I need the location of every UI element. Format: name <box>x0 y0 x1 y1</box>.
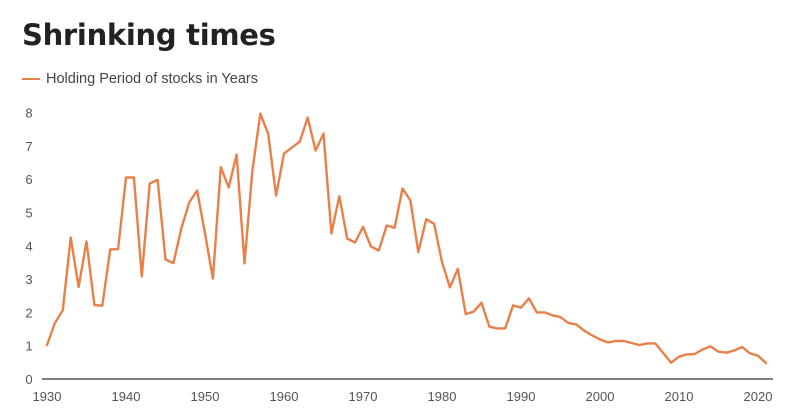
x-tick-label: 2010 <box>665 389 694 404</box>
x-axis-ticks: 1930 1940 1950 1960 1970 1980 1990 2000 2010 2020 <box>33 389 773 404</box>
x-tick-label: 1940 <box>112 389 141 404</box>
x-tick-label: 1980 <box>428 389 457 404</box>
x-tick-label: 2000 <box>586 389 615 404</box>
legend-label: Holding Period of stocks in Years <box>46 71 258 87</box>
y-tick-label: 5 <box>25 206 32 221</box>
x-tick-label: 1970 <box>349 389 378 404</box>
y-tick-label: 4 <box>25 239 32 254</box>
y-axis-ticks: 0 1 2 3 4 5 6 7 8 <box>25 106 32 387</box>
y-tick-label: 8 <box>25 106 32 121</box>
x-tick-label: 2020 <box>744 389 773 404</box>
y-tick-label: 7 <box>25 139 32 154</box>
y-tick-label: 2 <box>25 305 32 320</box>
legend: Holding Period of stocks in Years <box>22 71 258 87</box>
legend-line-swatch-icon <box>22 77 40 81</box>
x-tick-label: 1930 <box>33 389 62 404</box>
y-tick-label: 0 <box>25 372 32 387</box>
chart-title: Shrinking times <box>22 18 276 52</box>
x-tick-label: 1990 <box>507 389 536 404</box>
holding-period-line <box>45 112 768 365</box>
x-tick-label: 1950 <box>191 389 220 404</box>
y-tick-label: 3 <box>25 272 32 287</box>
y-tick-label: 6 <box>25 172 32 187</box>
y-tick-label: 1 <box>25 339 32 354</box>
x-tick-label: 1960 <box>270 389 299 404</box>
